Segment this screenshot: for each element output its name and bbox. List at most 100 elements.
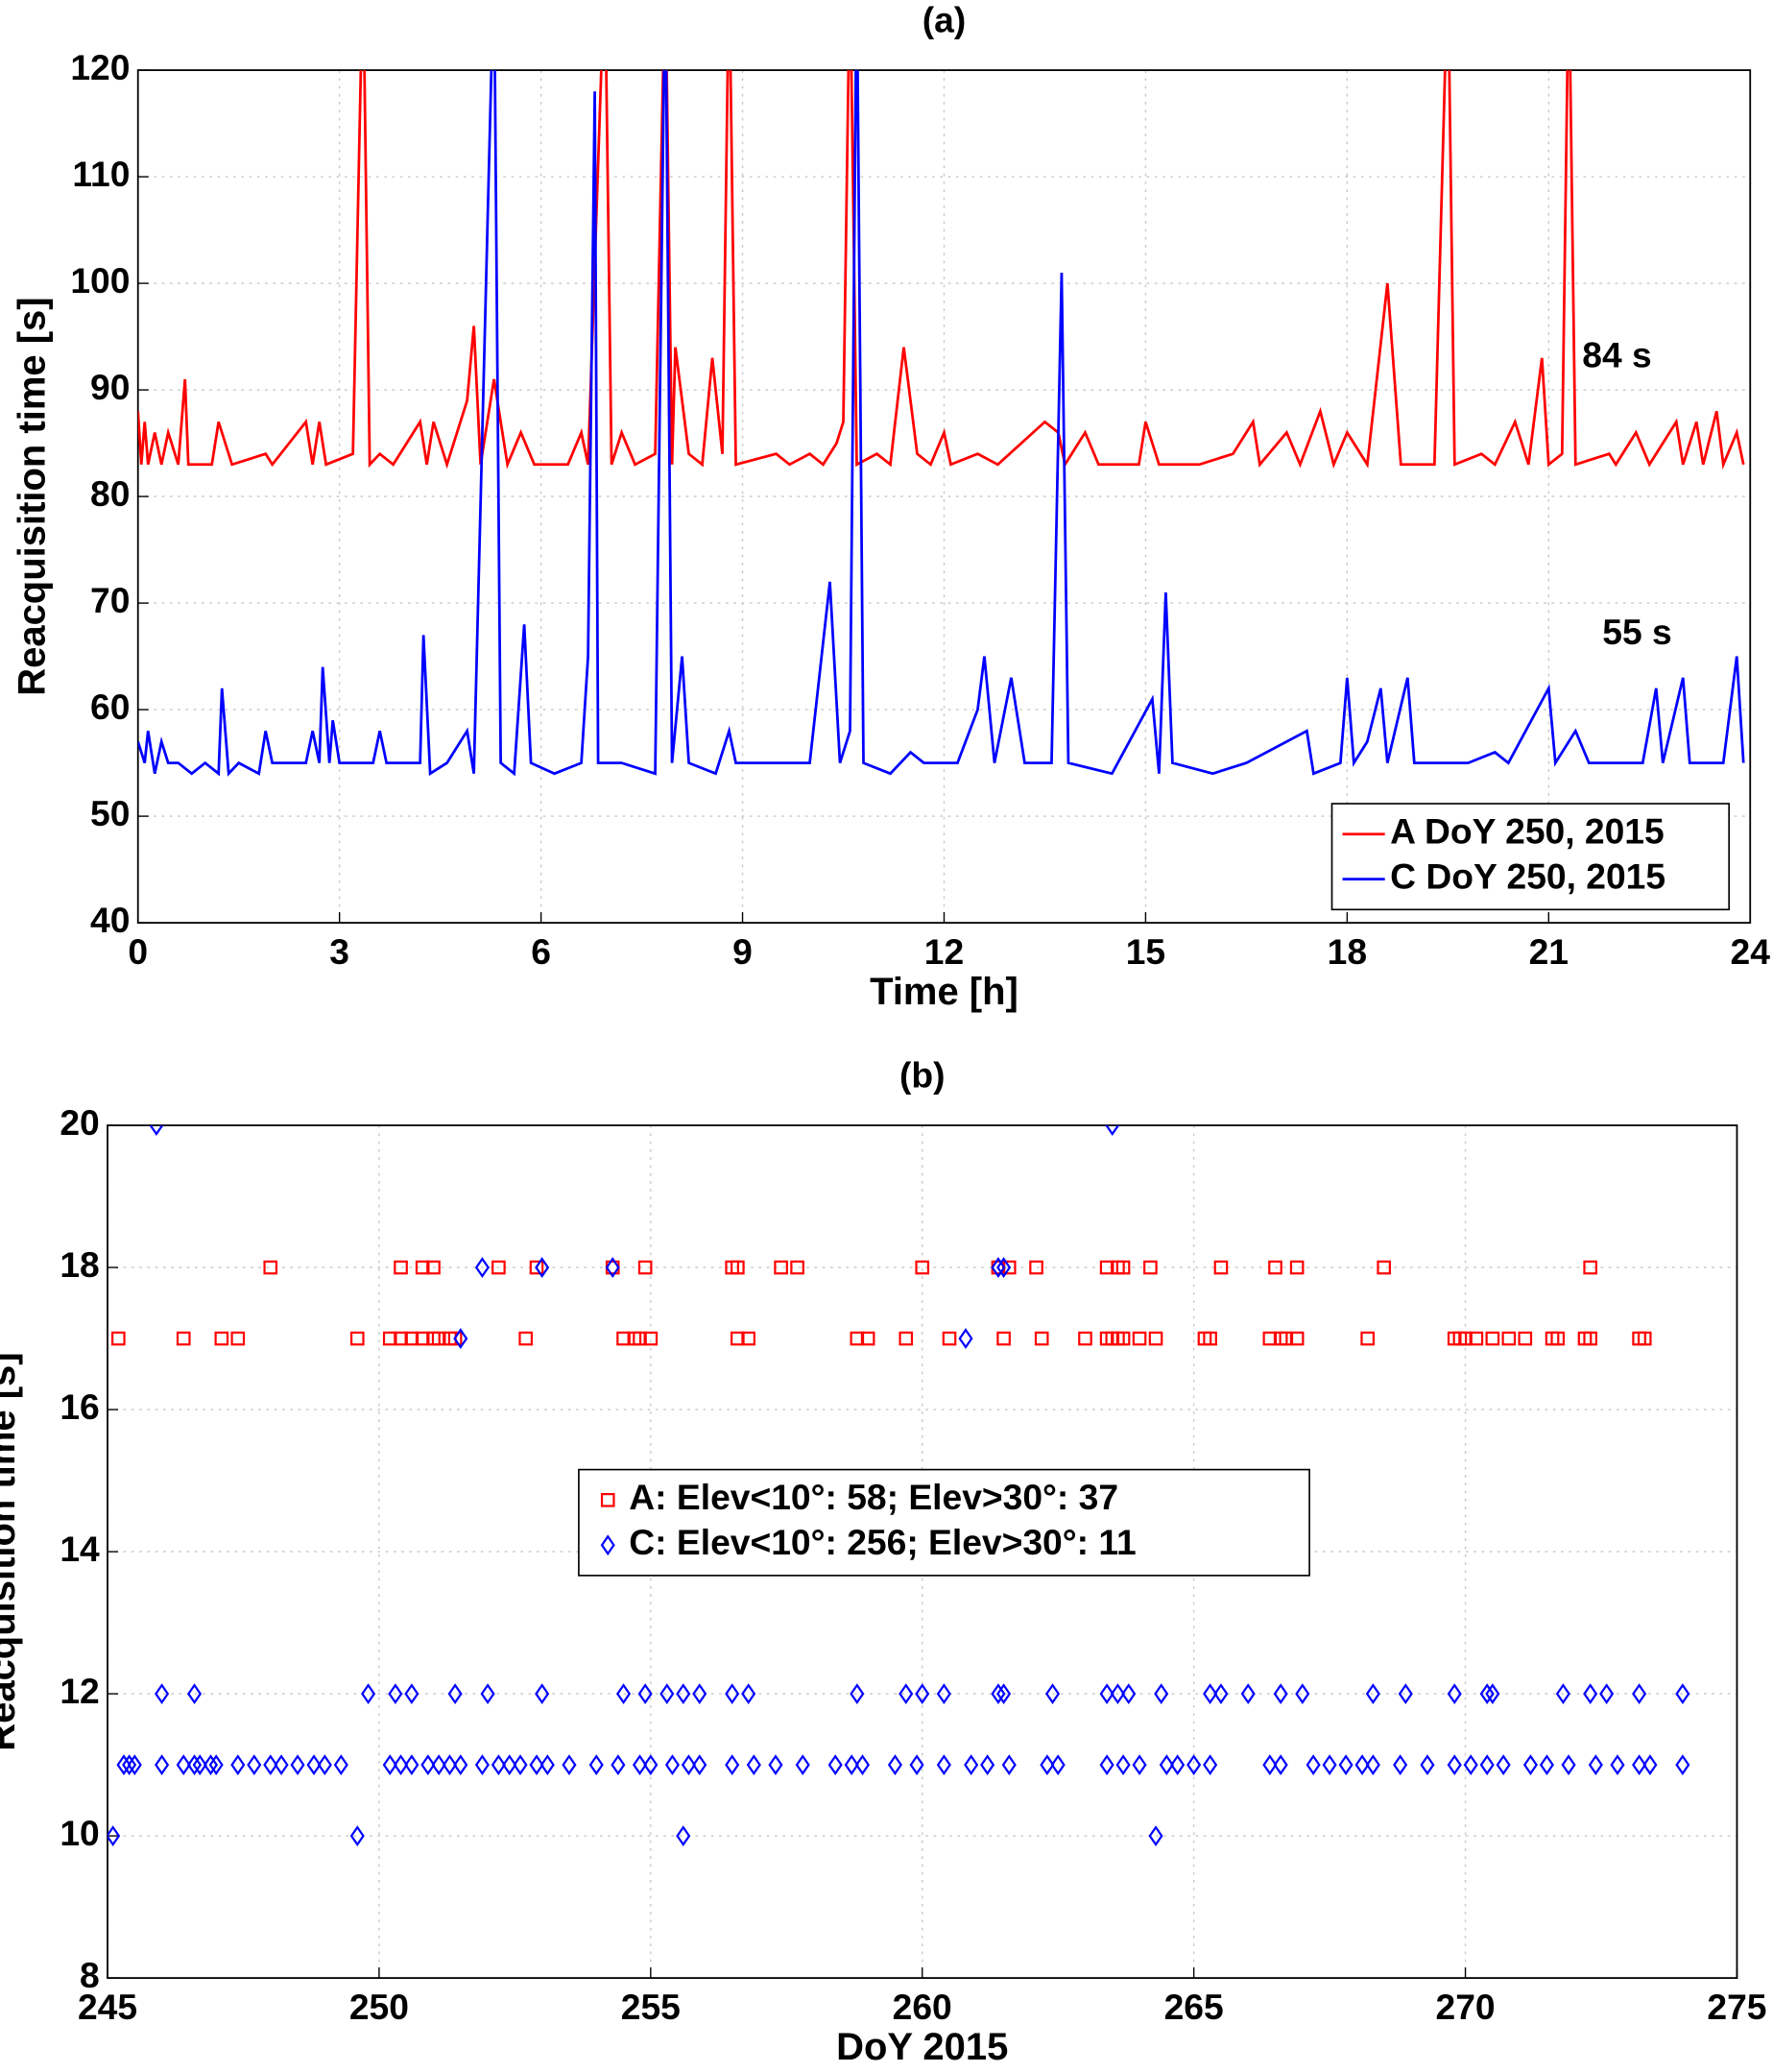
marker (388, 1683, 403, 1704)
marker (676, 1825, 691, 1846)
marker (746, 1754, 761, 1775)
x-tick-label: 255 (621, 1987, 681, 2027)
legend-label: C DoY 250, 2015 (1390, 855, 1665, 896)
marker (1273, 1754, 1288, 1775)
marker (854, 1754, 871, 1775)
marker (1469, 1331, 1484, 1346)
marker (936, 1683, 951, 1704)
y-tick-label: 10 (60, 1813, 99, 1853)
marker (958, 1328, 973, 1349)
marker (1632, 1683, 1647, 1704)
axes-frame (107, 1124, 1738, 1979)
marker (1583, 1260, 1597, 1275)
marker (676, 1683, 691, 1704)
x-tick-label: 18 (1328, 931, 1367, 972)
marker (529, 1260, 544, 1275)
marker (111, 1331, 126, 1346)
marker (333, 1754, 348, 1775)
plot-layer (108, 1125, 1690, 1846)
marker (1289, 1331, 1305, 1346)
marker (1115, 1754, 1131, 1775)
y-tick-label: 100 (70, 260, 130, 301)
marker (1360, 1331, 1376, 1346)
y-tick-label: 80 (90, 473, 130, 514)
marker (1289, 1260, 1305, 1275)
y-tick-label: 40 (90, 900, 130, 940)
marker (230, 1754, 246, 1775)
y-axis-label: Reacquisition time [s] (0, 1352, 23, 1750)
marker (898, 1683, 914, 1704)
marker (643, 1331, 659, 1346)
marker (1203, 1331, 1217, 1346)
marker (1550, 1331, 1566, 1346)
marker (860, 1331, 875, 1346)
marker (394, 1754, 409, 1775)
marker (1539, 1754, 1554, 1775)
x-tick-label: 3 (329, 931, 349, 972)
marker (306, 1754, 322, 1775)
x-tick-label: 6 (531, 931, 551, 972)
marker (263, 1260, 278, 1275)
y-tick-label: 90 (90, 367, 130, 407)
marker (176, 1331, 191, 1346)
marker (1099, 1683, 1114, 1704)
marker (513, 1754, 528, 1775)
marker (247, 1754, 262, 1775)
marker (447, 1331, 463, 1346)
marker (1040, 1754, 1055, 1775)
marker (447, 1683, 463, 1704)
marker (349, 1331, 365, 1346)
marker (664, 1754, 681, 1775)
marker (1044, 1683, 1061, 1704)
marker (909, 1754, 924, 1775)
marker (1610, 1754, 1625, 1775)
marker (827, 1754, 843, 1775)
marker (1121, 1683, 1137, 1704)
series-line (137, 70, 1745, 470)
y-tick-label: 18 (60, 1244, 99, 1285)
marker (539, 1754, 555, 1775)
marker (502, 1754, 517, 1775)
marker (1447, 1683, 1462, 1704)
y-tick-label: 110 (72, 154, 130, 194)
x-tick-label: 15 (1126, 931, 1165, 972)
marker (1588, 1754, 1603, 1775)
marker (535, 1683, 550, 1704)
marker (1170, 1754, 1186, 1775)
marker (942, 1331, 957, 1346)
marker (263, 1754, 278, 1775)
marker (474, 1257, 490, 1278)
marker (1522, 1754, 1538, 1775)
marker (431, 1754, 446, 1775)
marker (790, 1260, 804, 1275)
marker (453, 1328, 468, 1349)
y-axis-label: Reacquisition time [s] (12, 297, 54, 695)
marker (1675, 1754, 1690, 1775)
annotation: 84 s (1582, 335, 1651, 375)
x-tick-label: 245 (78, 1987, 137, 2027)
legend-swatch (600, 1534, 615, 1556)
x-tick-label: 270 (1435, 1987, 1495, 2027)
marker (643, 1754, 659, 1775)
y-tick-label: 8 (80, 1955, 100, 1995)
marker (186, 1683, 203, 1704)
x-axis-label: DoY 2015 (836, 2026, 1008, 2068)
marker (1159, 1754, 1174, 1775)
marker (1132, 1754, 1147, 1775)
marker (1338, 1754, 1354, 1775)
marker (741, 1331, 755, 1346)
marker (659, 1683, 675, 1704)
chart-title: (b) (899, 1054, 946, 1095)
marker (1268, 1260, 1282, 1275)
marker (915, 1683, 930, 1704)
marker (1420, 1754, 1435, 1775)
marker (964, 1754, 979, 1775)
marker (192, 1754, 207, 1775)
marker (349, 1825, 365, 1846)
marker (1099, 1754, 1114, 1775)
x-tick-label: 24 (1731, 931, 1771, 972)
marker (116, 1754, 132, 1775)
marker (915, 1260, 930, 1275)
marker (1393, 1754, 1408, 1775)
